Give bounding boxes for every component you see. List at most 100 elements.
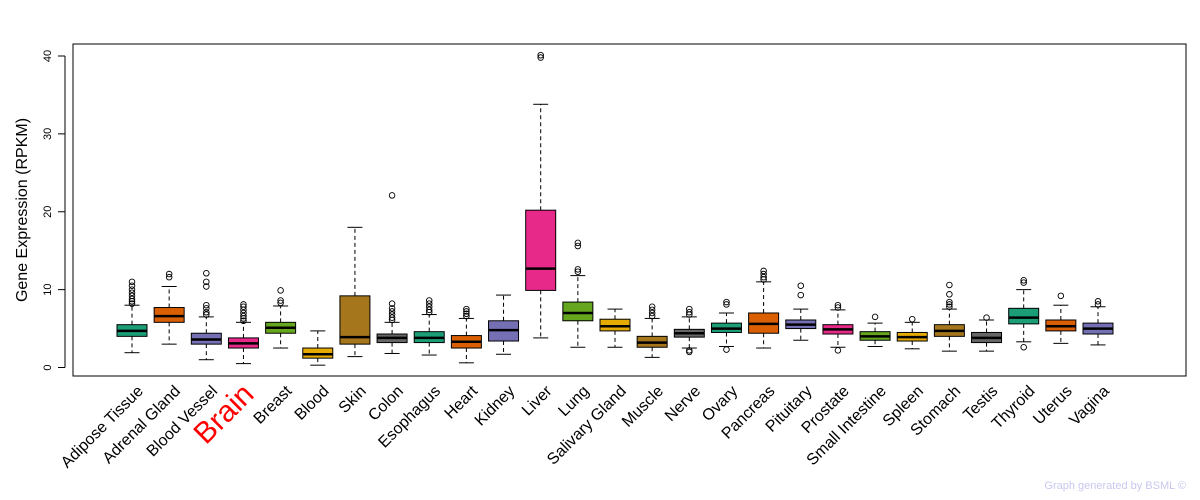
box-iqr xyxy=(562,301,594,322)
outlier-point xyxy=(946,291,953,298)
y-axis-title: Gene Expression (RPKM) xyxy=(14,118,31,302)
box-brain xyxy=(227,301,259,365)
outlier-point xyxy=(165,270,173,278)
outlier-point xyxy=(425,306,433,314)
outlier-point xyxy=(1020,344,1027,351)
plot-frame xyxy=(72,43,1187,377)
box-small-intestine xyxy=(859,313,891,347)
outlier-point xyxy=(425,297,433,304)
outlier-point xyxy=(240,309,247,317)
outlier-point xyxy=(128,289,136,296)
box-vagina xyxy=(1082,298,1114,346)
outlier-point xyxy=(128,278,136,286)
outlier-point xyxy=(1094,301,1102,308)
outlier-point xyxy=(797,282,805,289)
outlier-point xyxy=(128,295,136,303)
outlier-point xyxy=(463,305,470,313)
category-label-nerve: Nerve xyxy=(662,383,704,425)
category-label-liver: Liver xyxy=(519,382,556,419)
box-heart xyxy=(450,305,482,364)
outlier-point xyxy=(388,305,396,312)
outlier-point xyxy=(648,309,656,317)
outlier-point xyxy=(686,308,693,316)
box-prostate xyxy=(822,301,854,354)
outlier-point xyxy=(760,273,767,281)
box-liver xyxy=(525,51,557,339)
outlier-point xyxy=(686,347,693,354)
category-label-muscle: Muscle xyxy=(619,383,667,431)
outlier-point xyxy=(128,282,136,289)
outlier-point xyxy=(463,312,470,320)
boxes xyxy=(116,51,1114,366)
outlier-point xyxy=(723,346,730,353)
outlier-point xyxy=(240,301,247,308)
box-kidney xyxy=(488,294,520,355)
outlier-point xyxy=(834,347,842,354)
outlier-point xyxy=(463,308,470,315)
outlier-point xyxy=(425,303,433,311)
box-pancreas xyxy=(748,267,780,349)
outlier-point xyxy=(203,305,210,312)
outlier-point xyxy=(277,299,284,307)
outlier-point xyxy=(128,286,136,293)
outlier-point xyxy=(537,54,544,61)
box-uterus xyxy=(1045,292,1077,344)
y-tick-label-10: 10 xyxy=(42,284,54,296)
box-thyroid xyxy=(1008,277,1040,351)
outlier-point xyxy=(908,315,916,323)
outlier-point xyxy=(203,283,210,290)
box-adrenal-gland xyxy=(153,270,185,345)
box-blood xyxy=(302,330,334,366)
category-label-vagina: Vagina xyxy=(1066,383,1112,429)
box-esophagus xyxy=(413,297,445,356)
box-salivary-gland xyxy=(599,308,631,348)
box-iqr xyxy=(525,209,557,291)
outlier-point xyxy=(760,267,767,275)
y-tick-label-40: 40 xyxy=(42,50,54,62)
box-iqr xyxy=(1008,307,1040,325)
outlier-point xyxy=(983,314,990,321)
box-testis xyxy=(971,314,1003,352)
box-breast xyxy=(265,287,297,349)
outlier-point xyxy=(648,306,656,314)
outlier-point xyxy=(1020,277,1027,284)
category-label-breast: Breast xyxy=(251,382,296,427)
category-label-kidney: Kidney xyxy=(472,383,519,430)
outlier-point xyxy=(1020,279,1027,286)
y-tick-label-20: 20 xyxy=(42,206,54,218)
outlier-point xyxy=(537,51,544,59)
box-spleen xyxy=(896,315,928,350)
box-nerve xyxy=(673,305,705,356)
outlier-point xyxy=(203,311,210,318)
outlier-point xyxy=(388,192,396,199)
outlier-point xyxy=(648,312,656,320)
outlier-point xyxy=(574,242,582,250)
outlier-point xyxy=(760,270,767,278)
box-pituitary xyxy=(785,282,817,341)
outlier-point xyxy=(165,273,173,281)
outlier-point xyxy=(240,312,247,320)
outlier-point xyxy=(1057,292,1065,300)
outlier-point xyxy=(240,303,247,311)
outlier-point xyxy=(946,298,953,306)
outlier-point xyxy=(388,314,396,321)
outlier-point xyxy=(128,292,136,300)
box-skin xyxy=(339,226,371,358)
outlier-point xyxy=(686,305,693,313)
outlier-point xyxy=(834,301,842,309)
category-label-blood: Blood xyxy=(292,383,333,424)
footer-credit: Graph generated by BSML © xyxy=(1044,480,1186,492)
outlier-point xyxy=(797,291,805,299)
outlier-point xyxy=(946,303,953,311)
y-tick-label-30: 30 xyxy=(42,128,54,140)
outlier-point xyxy=(203,308,210,316)
y-tick-label-0: 0 xyxy=(42,364,54,370)
category-label-uterus: Uterus xyxy=(1030,383,1075,428)
outlier-point xyxy=(1094,298,1102,305)
axes: 0 10 20 30 40 xyxy=(42,43,1187,377)
outlier-point xyxy=(574,268,582,275)
outlier-point xyxy=(203,301,210,309)
outlier-point xyxy=(871,313,879,321)
